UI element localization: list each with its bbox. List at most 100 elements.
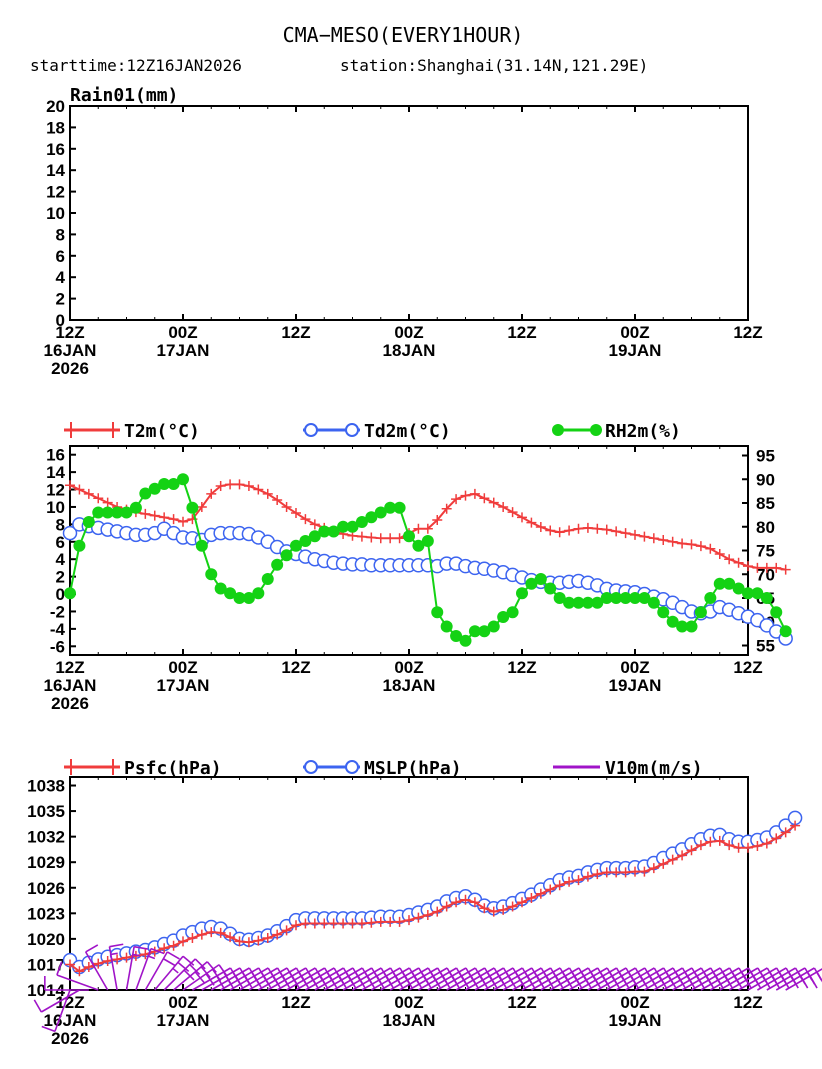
pressure-panel-ytick-label: 1020 xyxy=(27,930,65,949)
psfc-point xyxy=(545,884,556,895)
rh2m-point xyxy=(713,577,726,590)
wind-barb-feather xyxy=(460,975,470,989)
wind-barb-feather xyxy=(206,961,217,973)
t2m-point xyxy=(507,507,518,518)
rh2m-point xyxy=(440,620,453,633)
t2m-point xyxy=(677,538,688,549)
psfc-point xyxy=(300,918,311,929)
temp-panel-right-ytick-label: 75 xyxy=(756,542,775,561)
psfc-point xyxy=(262,933,273,944)
rh2m-point xyxy=(629,592,641,604)
psfc-point xyxy=(601,867,612,878)
wind-barb-feather xyxy=(216,975,225,989)
psfc-point xyxy=(592,869,603,880)
wind-barb-feather xyxy=(799,975,809,989)
rh2m-point xyxy=(581,596,594,609)
psfc-point xyxy=(187,933,198,944)
t2m-point xyxy=(375,533,386,544)
t2m-point xyxy=(611,526,622,537)
wind-barb-feather xyxy=(194,971,205,984)
rh2m-point xyxy=(337,520,350,533)
psfc-point xyxy=(695,840,706,851)
rh2m-point xyxy=(685,620,698,633)
rh2m-point xyxy=(779,625,792,638)
temp-panel-ytick-label: 8 xyxy=(56,515,65,534)
rh2m-point xyxy=(742,587,754,600)
wind-barb-feather xyxy=(592,975,602,989)
psfc-point xyxy=(517,897,527,908)
wind-barb-feather xyxy=(357,975,366,989)
psfc-point xyxy=(168,940,179,951)
psfc-point xyxy=(526,892,537,903)
wind-barb-staff xyxy=(56,974,99,991)
wind-barb-feather xyxy=(734,975,743,989)
wind-barb-staff xyxy=(108,946,118,991)
pressure-panel-xtick-label: 2026 xyxy=(51,1029,89,1048)
t2m-point xyxy=(196,501,207,512)
wind-barb-feather xyxy=(536,975,545,989)
psfc-point xyxy=(771,833,782,844)
psfc-point xyxy=(733,842,744,853)
rh2m-point xyxy=(299,535,312,547)
t2m-point xyxy=(724,554,735,565)
wind-barb-feather xyxy=(225,975,234,989)
rain-panel-xtick-label: 16JAN xyxy=(44,341,97,360)
wind-barb-feather xyxy=(395,975,404,989)
rh2m-point xyxy=(129,501,142,514)
rain-panel-ytick-label: 0 xyxy=(56,311,65,330)
temp-panel-ytick-label: -4 xyxy=(50,620,66,639)
t2m-point xyxy=(517,512,527,523)
wind-barb-feather xyxy=(781,975,790,989)
psfc-point xyxy=(291,920,301,931)
t2m-point xyxy=(281,501,292,512)
wind-barb-feather xyxy=(110,952,118,956)
psfc-point xyxy=(752,841,763,852)
pressure-panel-xtick-label: 19JAN xyxy=(609,1011,662,1030)
psfc-point xyxy=(93,958,104,969)
rh2m-point xyxy=(384,501,397,514)
pressure-panel-xtick-label: 16JAN xyxy=(44,1011,97,1030)
rh2m-point xyxy=(563,596,576,609)
chart-title: CMA−MESO(EVERY1HOUR) xyxy=(283,23,524,47)
wind-barb-feather xyxy=(150,947,165,955)
wind-barb-feather xyxy=(319,975,329,989)
rain-panel-xtick-label: 12Z xyxy=(733,323,762,342)
psfc-point xyxy=(74,966,85,977)
rain-panel-xtick-label: 00Z xyxy=(620,323,649,342)
wind-barb-feather xyxy=(182,955,195,966)
legend-td2m-label: Td2m(°C) xyxy=(364,421,451,442)
wind-barb-feather xyxy=(244,975,253,989)
psfc-point xyxy=(112,954,123,965)
temp-panel-ytick-label: 6 xyxy=(56,533,65,552)
wind-barb-feather xyxy=(300,975,310,989)
rh2m-point xyxy=(468,625,481,638)
rain-panel-xtick-label: 17JAN xyxy=(157,341,210,360)
psfc-point xyxy=(319,918,330,929)
t2m-point xyxy=(573,523,584,534)
rain-panel-frame xyxy=(69,105,749,321)
rh2m-point xyxy=(242,592,255,604)
t2m-point xyxy=(705,543,716,554)
wind-barb-feather xyxy=(329,975,338,989)
psfc-point xyxy=(460,894,471,905)
rh2m-point xyxy=(723,577,736,590)
temp-panel-xtick-label: 12Z xyxy=(733,658,762,677)
rh2m-point xyxy=(516,587,528,600)
temp-panel-ytick-label: -6 xyxy=(50,637,65,656)
rh2m-point xyxy=(666,615,679,628)
psfc-point xyxy=(366,917,377,928)
temp-panel-right-ytick-label: 80 xyxy=(756,518,775,537)
t2m-point xyxy=(601,524,612,535)
rh2m-point xyxy=(760,592,773,604)
psfc-point xyxy=(338,918,349,929)
psfc-point xyxy=(498,904,509,915)
pressure-panel-xtick-label: 00Z xyxy=(620,993,649,1012)
rh2m-point xyxy=(214,582,227,595)
t2m-point xyxy=(385,533,396,544)
t2m-point xyxy=(234,479,245,490)
wind-barb-feather xyxy=(432,975,442,989)
t2m-point xyxy=(253,484,264,495)
t2m-point xyxy=(93,493,104,504)
rh2m-point xyxy=(167,478,180,490)
psfc-point xyxy=(385,916,396,927)
